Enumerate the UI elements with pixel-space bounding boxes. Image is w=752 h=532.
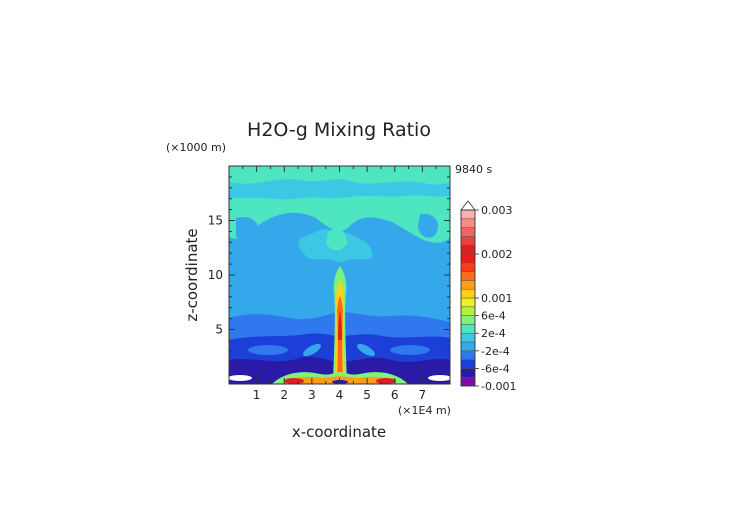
time-label: 9840 s <box>455 163 492 176</box>
colorbar-swatch <box>460 315 476 325</box>
colorbar-tick-label: 2e-4 <box>481 327 506 340</box>
y-tick-label: 5 <box>215 323 223 337</box>
x-axis-label: x-coordinate <box>292 423 386 441</box>
pocket-right <box>390 345 430 355</box>
surface-hot-left <box>284 378 304 384</box>
pocket-left <box>248 345 288 355</box>
y-axis: 5 10 15 <box>208 176 450 374</box>
x-tick-label: 5 <box>363 388 371 402</box>
pocket-mid-left <box>303 343 321 357</box>
upper-pocket-left <box>236 216 259 244</box>
x-unit-label: (×1E4 m) <box>398 404 451 417</box>
colorbar-swatch <box>460 236 476 246</box>
colorbar-swatch <box>460 227 476 237</box>
colorbar-swatch <box>460 359 476 369</box>
surface-white-right <box>428 375 450 381</box>
colorbar-tick-label: 0.003 <box>481 204 513 217</box>
colorbar-tick-label: 6e-4 <box>481 310 506 323</box>
colorbar-swatch <box>460 297 476 308</box>
colorbar-tick-label: -2e-4 <box>481 345 510 358</box>
upper-pocket-right <box>418 213 439 238</box>
colorbar-swatch <box>460 368 476 378</box>
colorbar-labels: 0.003 0.002 0.001 6e-4 2e-4 -2e-4 -6e-4 -0.001 <box>475 204 516 393</box>
colorbar <box>460 200 476 387</box>
pocket-mid-right <box>357 343 375 357</box>
x-tick-label: 1 <box>253 388 261 402</box>
plume-core <box>338 310 342 340</box>
colorbar-swatch <box>460 244 476 255</box>
surface-hot-right <box>376 378 396 384</box>
colorbar-swatch <box>460 306 476 316</box>
x-axis: 1 2 3 4 5 6 7 <box>242 166 437 402</box>
colorbar-swatch <box>460 218 476 228</box>
x-tick-label: 7 <box>419 388 427 402</box>
y-axis-label: z-coordinate <box>183 228 201 321</box>
colorbar-swatch <box>460 288 476 299</box>
chart-title: H2O-g Mixing Ratio <box>247 119 431 141</box>
y-tick-label: 10 <box>208 268 223 282</box>
contour-field <box>229 166 450 384</box>
colorbar-swatch <box>460 332 476 343</box>
colorbar-swatch <box>460 209 476 220</box>
colorbar-tick-label: -6e-4 <box>481 362 510 375</box>
colorbar-tick-label: 0.002 <box>481 248 513 261</box>
colorbar-tick-label: -0.001 <box>481 380 516 393</box>
colorbar-extend-max <box>460 200 476 211</box>
x-tick-label: 3 <box>308 388 316 402</box>
colorbar-swatch <box>460 350 476 360</box>
colorbar-swatch <box>460 271 476 281</box>
colorbar-swatch <box>460 262 476 272</box>
colorbar-swatch <box>460 324 476 334</box>
x-tick-label: 2 <box>280 388 288 402</box>
colorbar-swatch <box>460 280 476 290</box>
x-tick-label: 6 <box>391 388 399 402</box>
colorbar-swatch <box>460 376 476 387</box>
anvil-core <box>326 228 348 250</box>
y-tick-label: 15 <box>208 214 223 228</box>
x-tick-label: 4 <box>336 388 344 402</box>
y-unit-label: (×1000 m) <box>166 141 226 154</box>
upper-band <box>229 179 450 200</box>
surface-white-left <box>229 375 252 381</box>
colorbar-swatch <box>460 341 476 352</box>
colorbar-swatch <box>460 253 476 264</box>
colorbar-tick-label: 0.001 <box>481 292 513 305</box>
